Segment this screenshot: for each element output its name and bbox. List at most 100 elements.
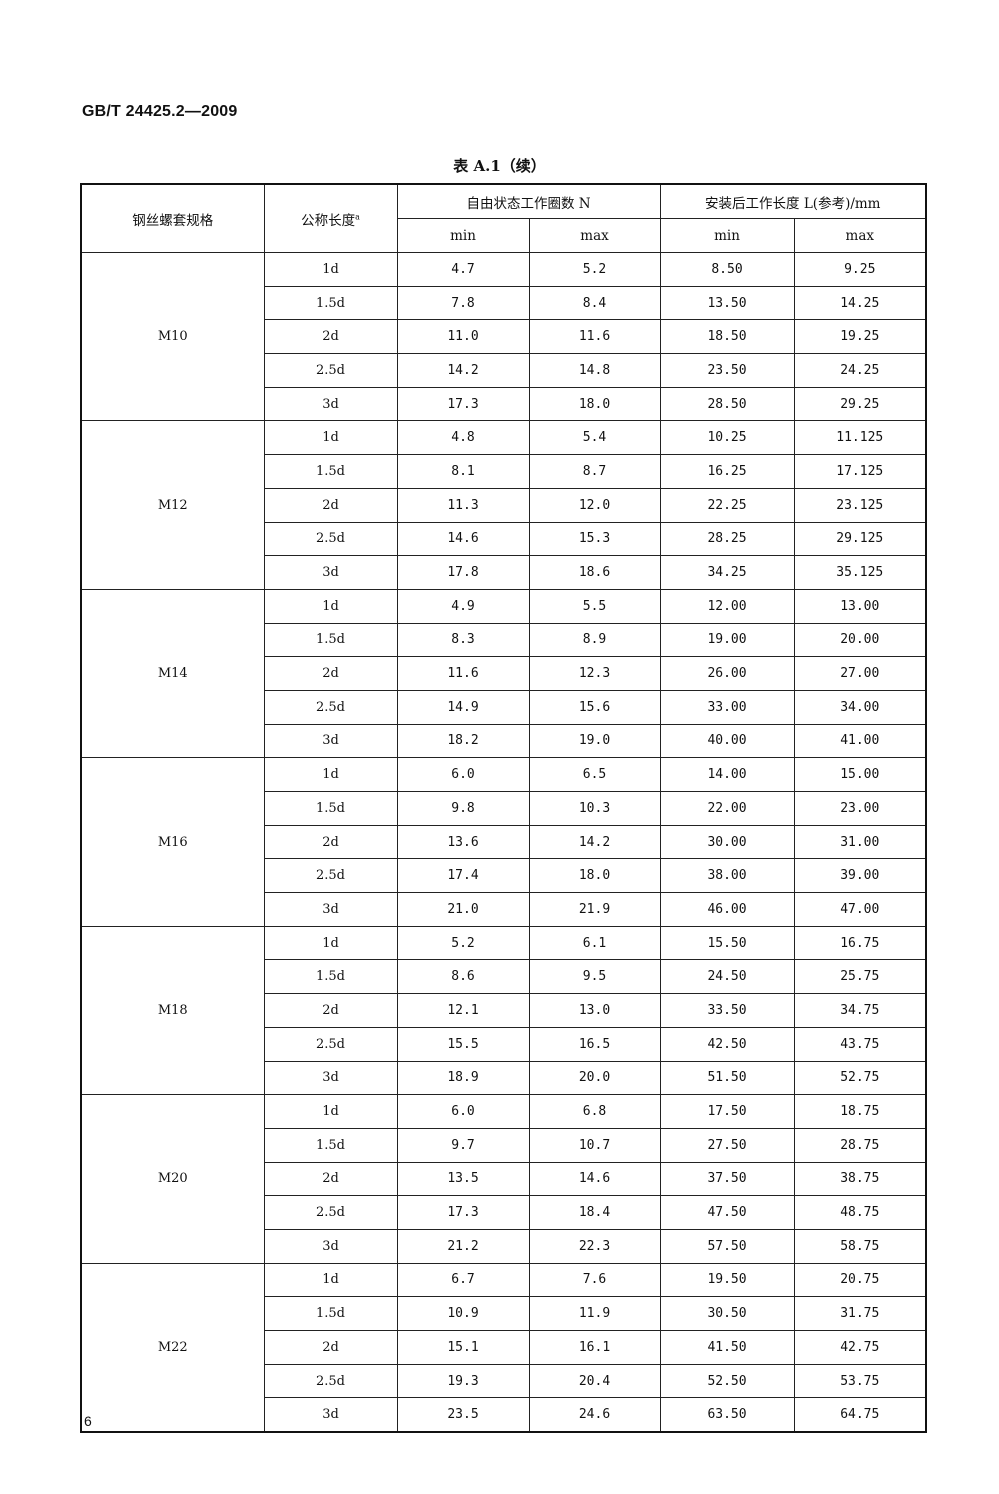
nominal-length-cell: 3d [263, 1397, 398, 1433]
length-max-cell: 23.00 [793, 791, 927, 826]
header-free-coils: 自由状态工作圈数 N [396, 183, 661, 219]
table-row: 1.5d 10.9 11.9 30.50 31.75 [81, 1296, 927, 1331]
nominal-length-cell: 3d [263, 1228, 398, 1264]
coils-max-cell: 8.9 [528, 622, 661, 658]
nominal-length-cell: 2d [263, 656, 398, 691]
page-number: 6 [84, 1413, 92, 1429]
coils-min-cell: 13.5 [396, 1161, 530, 1197]
length-max-cell: 23.125 [793, 487, 927, 523]
length-max-cell: 28.75 [793, 1127, 927, 1163]
footnote-marker: a [355, 212, 360, 221]
length-max-cell: 20.75 [793, 1262, 927, 1298]
length-max-cell: 31.75 [793, 1296, 927, 1331]
nominal-length-cell: 2d [263, 1161, 398, 1197]
table-row: M16 1d 6.0 6.5 14.00 15.00 [80, 757, 927, 927]
length-min-cell: 37.50 [659, 1161, 795, 1197]
length-min-cell: 16.25 [659, 454, 795, 489]
coils-max-cell: 18.0 [528, 386, 661, 422]
coils-max-cell: 18.0 [528, 858, 661, 894]
table-row: M12 1d 4.8 5.4 10.25 11.125 [80, 420, 927, 590]
nominal-length-cell: 3d [263, 386, 398, 422]
coils-max-cell: 5.2 [528, 252, 661, 287]
nominal-length-cell: 1d [263, 252, 398, 287]
table-row: 2d 12.1 13.0 33.50 34.75 [81, 993, 927, 1028]
spec-cell: M10 [80, 251, 265, 422]
length-min-cell: 41.50 [659, 1330, 795, 1365]
spec-cell: M22 [80, 1262, 265, 1433]
nominal-length-cell: 2d [263, 824, 398, 860]
length-max-cell: 19.25 [793, 319, 927, 355]
length-min-cell: 14.00 [659, 757, 795, 792]
length-min-cell: 57.50 [659, 1228, 795, 1264]
nominal-length-cell: 3d [263, 1060, 398, 1096]
coils-max-cell: 19.0 [528, 723, 661, 759]
table-row: M18 1d 5.2 6.1 15.50 16.75 [80, 925, 927, 1096]
table-row: 1.5d 8.3 8.9 19.00 20.00 [81, 622, 927, 658]
table-row: 2.5d 14.2 14.8 23.50 24.25 [81, 353, 927, 388]
length-min-cell: 22.00 [659, 791, 795, 826]
coils-min-cell: 19.3 [396, 1363, 530, 1399]
length-min-cell: 22.25 [659, 487, 795, 523]
table-row: 3d 23.5 24.6 63.50 64.75 [81, 1397, 927, 1433]
coils-min-cell: 8.6 [396, 959, 530, 995]
length-max-cell: 34.00 [793, 689, 927, 725]
nominal-length-cell: 3d [263, 892, 398, 927]
length-min-cell: 13.50 [659, 285, 795, 321]
table-row: 1.5d 8.1 8.7 16.25 17.125 [81, 454, 927, 489]
coils-max-cell: 11.6 [528, 319, 661, 355]
table-row: 1.5d 9.7 10.7 27.50 28.75 [81, 1127, 927, 1163]
length-max-cell: 43.75 [793, 1026, 927, 1062]
length-min-cell: 30.50 [659, 1296, 795, 1331]
length-max-cell: 24.25 [793, 353, 927, 388]
spec-cell: M18 [80, 925, 265, 1096]
nominal-length-cell: 1.5d [263, 285, 398, 321]
length-max-cell: 48.75 [793, 1195, 927, 1230]
length-max-cell: 47.00 [793, 892, 927, 927]
length-max-cell: 27.00 [793, 656, 927, 691]
length-min-cell: 30.00 [659, 824, 795, 860]
coils-min-cell: 12.1 [396, 993, 530, 1028]
coils-min-cell: 6.0 [396, 757, 530, 792]
length-max-cell: 64.75 [793, 1397, 927, 1433]
spec-cell: M14 [80, 588, 265, 759]
coils-max-cell: 14.8 [528, 353, 661, 388]
coils-max-cell: 5.4 [528, 420, 661, 456]
length-min-cell: 47.50 [659, 1195, 795, 1230]
length-max-cell: 25.75 [793, 959, 927, 995]
length-max-cell: 34.75 [793, 993, 927, 1028]
coils-min-cell: 10.9 [396, 1296, 530, 1331]
table-caption: 表 A.1（续） [453, 157, 546, 175]
coils-min-cell: 4.7 [396, 252, 530, 287]
length-max-cell: 9.25 [793, 252, 927, 287]
header-spec: 钢丝螺套规格 [80, 183, 265, 253]
length-max-cell: 31.00 [793, 824, 927, 860]
coils-max-cell: 16.1 [528, 1330, 661, 1365]
coils-min-cell: 9.7 [396, 1127, 530, 1163]
table-row: M10 1d 4.7 5.2 8.50 9.25 [80, 251, 927, 422]
length-max-cell: 38.75 [793, 1161, 927, 1197]
table-row: 1.5d 9.8 10.3 22.00 23.00 [81, 791, 927, 826]
length-min-cell: 28.50 [659, 386, 795, 422]
table-body: M10 1d 4.7 5.2 8.50 9.25 1.5d 7.8 8.4 13.50 14.25 2… [80, 251, 927, 1433]
length-min-cell: 28.25 [659, 521, 795, 557]
length-max-cell: 15.00 [793, 757, 927, 792]
coils-min-cell: 11.3 [396, 487, 530, 523]
length-max-cell: 20.00 [793, 622, 927, 658]
length-max-cell: 58.75 [793, 1228, 927, 1264]
length-min-cell: 52.50 [659, 1363, 795, 1399]
coils-max-cell: 22.3 [528, 1228, 661, 1264]
nominal-length-cell: 2.5d [263, 1195, 398, 1230]
length-min-cell: 38.00 [659, 858, 795, 894]
length-min-cell: 8.50 [659, 252, 795, 287]
coils-max-cell: 6.1 [528, 925, 661, 961]
table-row: 2d 11.6 12.3 26.00 27.00 [81, 656, 927, 691]
length-max-cell: 42.75 [793, 1330, 927, 1365]
coils-min-cell: 5.2 [396, 925, 530, 961]
length-min-cell: 40.00 [659, 723, 795, 759]
nominal-length-cell: 2.5d [263, 521, 398, 557]
coils-min-cell: 11.6 [396, 656, 530, 691]
coils-max-cell: 8.7 [528, 454, 661, 489]
nominal-length-cell: 2d [263, 319, 398, 355]
coils-max-cell: 11.9 [528, 1296, 661, 1331]
coils-min-cell: 7.8 [396, 285, 530, 321]
